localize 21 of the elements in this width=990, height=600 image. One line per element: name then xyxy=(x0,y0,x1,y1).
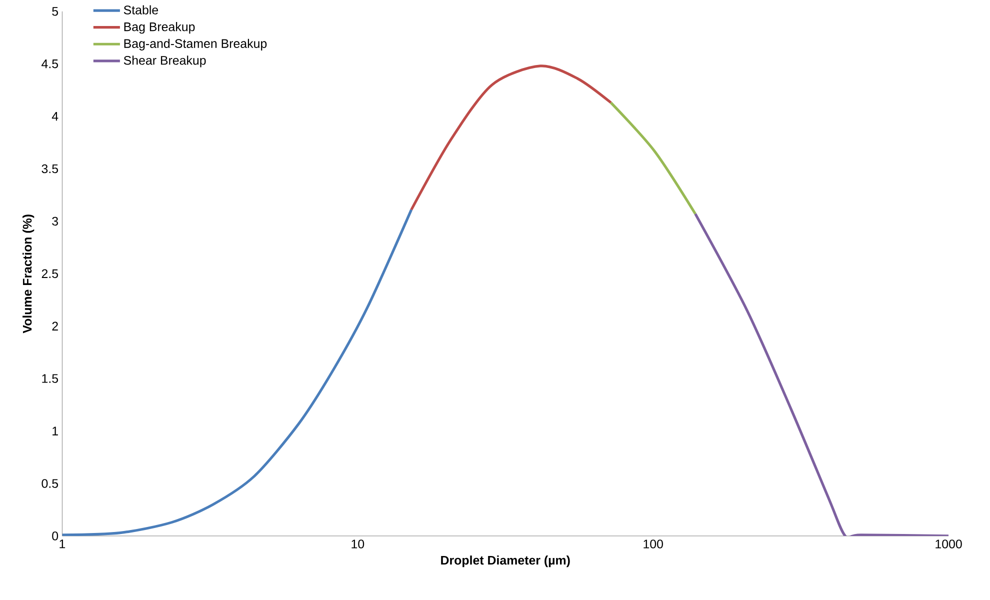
legend-label: Shear Breakup xyxy=(124,56,206,68)
y-tick-label: 1 xyxy=(52,426,58,436)
y-tick-label: 4.5 xyxy=(42,59,58,68)
y-tick-label: 3 xyxy=(52,216,58,226)
x-tick-label: 100 xyxy=(644,540,663,548)
legend-label: Stable xyxy=(124,5,158,14)
y-tick-label: 0.5 xyxy=(42,478,58,488)
y-tick-label: 3.5 xyxy=(42,164,58,174)
y-tick-label: 0 xyxy=(52,531,58,540)
legend-label: Bag-and-Stamen Breakup xyxy=(124,38,267,50)
x-tick-label: 1 xyxy=(60,540,66,548)
y-axis-title: Volume Fraction (%) xyxy=(22,214,34,334)
x-axis-title: Droplet Diameter (µm) xyxy=(441,555,570,568)
x-tick-label: 10 xyxy=(352,540,364,548)
x-tick-label: 1000 xyxy=(936,540,962,548)
y-tick-label: 2.5 xyxy=(42,269,58,278)
y-tick-label: 5 xyxy=(52,6,58,16)
legend-label: Bag Breakup xyxy=(124,22,195,34)
y-tick-label: 1.5 xyxy=(42,374,58,383)
y-tick-label: 2 xyxy=(52,322,58,330)
y-tick-label: 4 xyxy=(52,112,58,120)
